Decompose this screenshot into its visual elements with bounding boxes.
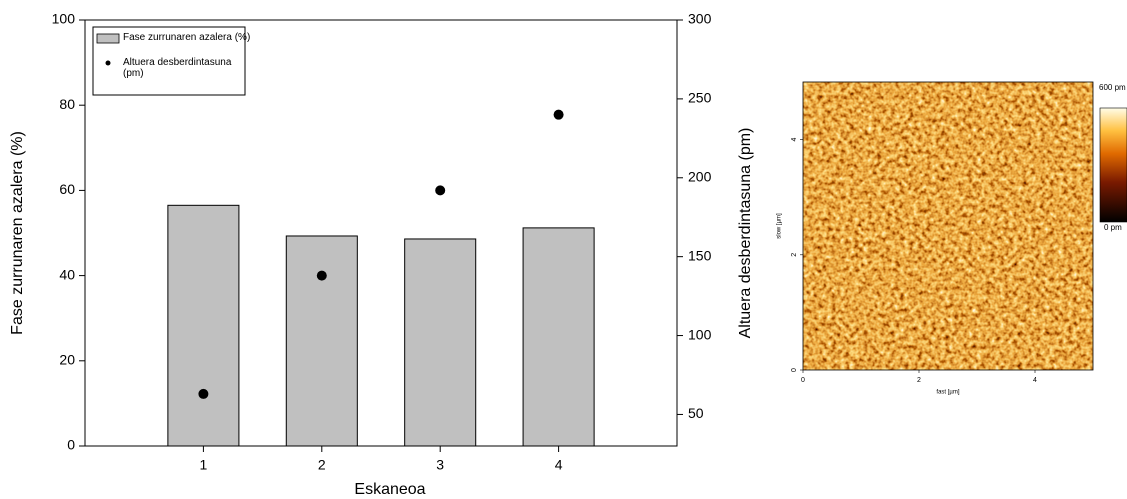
afm-x-tick-label: 0 — [801, 377, 805, 384]
bar — [405, 239, 476, 446]
afm-x-tick-label: 4 — [1033, 377, 1037, 384]
y-axis-title: Fase zurrunaren azalera (%) — [9, 131, 26, 335]
legend-marker — [106, 61, 111, 66]
y2-axis-title: Altuera desberdintasuna (pm) — [737, 128, 754, 339]
point — [317, 271, 327, 281]
legend-label: Fase zurrunaren azalera (%) — [123, 32, 253, 43]
afm-x-tick-label: 2 — [917, 377, 921, 384]
y-tick-label: 80 — [59, 96, 75, 112]
bar — [523, 228, 594, 446]
legend-label: Altuera desberdintasuna (pm) — [123, 57, 238, 79]
x-tick-label: 2 — [318, 457, 326, 473]
afm-image — [803, 82, 1093, 370]
point — [198, 389, 208, 399]
x-tick-label: 3 — [436, 457, 444, 473]
y2-tick-label: 300 — [688, 11, 712, 27]
afm-y-tick-label: 0 — [791, 368, 798, 372]
y2-tick-label: 200 — [688, 168, 712, 184]
afm-x-title: fast [µm] — [936, 390, 959, 396]
y2-tick-label: 100 — [688, 326, 712, 342]
bar — [286, 236, 357, 446]
colorbar — [1100, 108, 1127, 222]
y-tick-label: 0 — [67, 437, 75, 453]
x-tick-label: 1 — [200, 457, 208, 473]
y2-tick-label: 50 — [688, 405, 704, 421]
afm-y-tick-label: 2 — [791, 253, 798, 257]
legend-swatch — [97, 34, 119, 43]
point — [435, 185, 445, 195]
afm-y-tick-label: 4 — [791, 138, 798, 142]
y-tick-label: 40 — [59, 266, 75, 282]
page: Eskaneoa Fase zurrunaren azalera (%) Alt… — [0, 0, 1127, 499]
colorbar-min: 0 pm — [1104, 223, 1122, 232]
y-tick-label: 20 — [59, 352, 75, 368]
y-tick-label: 100 — [52, 11, 76, 27]
colorbar-max: 600 pm — [1099, 83, 1126, 92]
afm-y-title: slow [µm] — [777, 213, 783, 239]
y2-tick-label: 150 — [688, 247, 712, 263]
x-axis-title: Eskaneoa — [354, 481, 425, 498]
x-tick-label: 4 — [555, 457, 563, 473]
y2-tick-label: 250 — [688, 90, 712, 106]
y-tick-label: 60 — [59, 181, 75, 197]
point — [554, 110, 564, 120]
bar — [168, 205, 239, 446]
